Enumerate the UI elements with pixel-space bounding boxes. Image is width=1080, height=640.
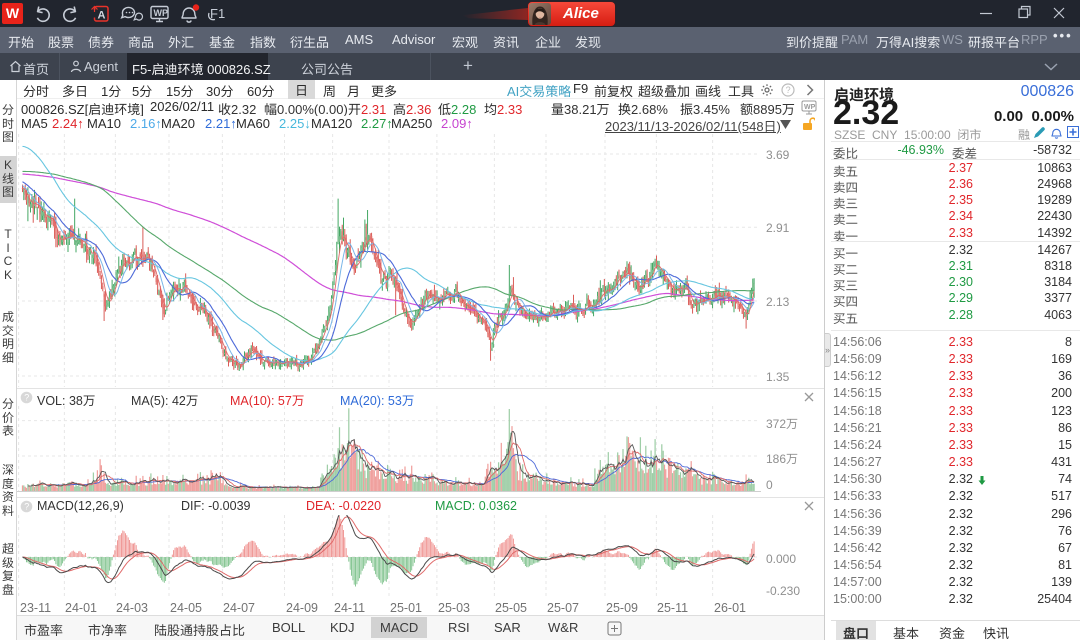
svg-text:?: ?: [24, 502, 29, 512]
svg-text:A: A: [98, 10, 106, 22]
svg-text:?: ?: [24, 393, 29, 403]
svg-text:WP: WP: [154, 8, 169, 18]
svg-text:WP: WP: [804, 104, 816, 111]
svg-text:?: ?: [786, 85, 791, 95]
svg-text:F1: F1: [210, 6, 225, 21]
